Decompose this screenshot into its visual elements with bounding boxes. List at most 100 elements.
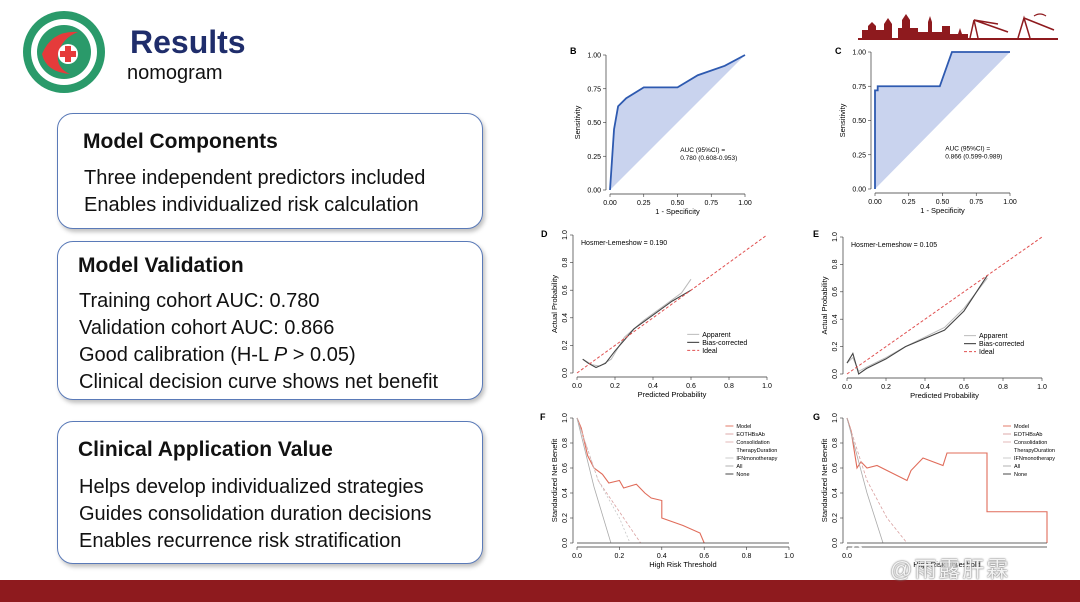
panel-letter: G bbox=[813, 412, 820, 422]
x-tick-label: 0.0 bbox=[572, 383, 582, 390]
y-tick-label: 0.4 bbox=[832, 488, 839, 498]
roc-chart-b: B 0.00 0.25 0.50 0.75 1.00 0.00 0.25 0.50 0.75 1.0… bbox=[540, 40, 780, 220]
calibration-chart-e-svg: E 0.0 0.2 0.4 0.6 0.8 1.0 0.0 0.2 0.4 0.6 0.8 1.0 Pre… bbox=[813, 229, 1047, 400]
x-axis-title: 1 - Specificity bbox=[920, 206, 965, 215]
roc-curve bbox=[609, 54, 746, 191]
calibration-series-bias-corrected bbox=[846, 275, 988, 375]
legend-label: Consolidation bbox=[1014, 440, 1047, 446]
panel-letter: F bbox=[540, 412, 546, 422]
x-tick-label: 0.0 bbox=[842, 384, 852, 391]
x-tick-label: 0.6 bbox=[686, 383, 696, 390]
x-axis-title: Predicted Probability bbox=[638, 390, 707, 399]
legend-label: Ideal bbox=[979, 349, 995, 356]
roc-shaded-area bbox=[610, 55, 745, 190]
y-tick-label: 0.25 bbox=[852, 152, 866, 159]
legend-label: Consolidation bbox=[736, 440, 769, 446]
dca-series-model bbox=[576, 417, 705, 544]
y-axis-title: Sensitivity bbox=[838, 103, 847, 137]
x-tick-label: 1.0 bbox=[784, 553, 794, 560]
y-tick-label: 0.0 bbox=[562, 368, 569, 378]
y-tick-label: 1.0 bbox=[832, 413, 839, 423]
x-tick-label: 0.6 bbox=[699, 553, 709, 560]
y-tick-label: 0.00 bbox=[852, 187, 866, 194]
legend-label: Bias-corrected bbox=[979, 341, 1024, 348]
y-tick-label: 0.4 bbox=[562, 488, 569, 498]
legend-label: TherapyDuration bbox=[736, 448, 777, 454]
card-line: Helps develop individualized strategies bbox=[79, 476, 424, 498]
card-line-text: > 0.05) bbox=[287, 344, 356, 366]
x-tick-label: 0.0 bbox=[572, 553, 582, 560]
y-axis-title: Sensitivity bbox=[573, 105, 582, 139]
y-tick-label: 0.50 bbox=[852, 118, 866, 125]
auc-annotation: AUC (95%CI) = bbox=[680, 147, 725, 154]
roc-curve bbox=[874, 51, 1010, 189]
watermark-text: @雨露肝霖 bbox=[890, 557, 1011, 582]
x-tick-label: 0.2 bbox=[610, 383, 620, 390]
calibration-series-ideal bbox=[576, 234, 768, 374]
decision-curve-f: F 0.0 0.2 0.4 0.6 0.8 1.0 0.0 0.2 0.4 0.6 0.8 1.0 Hig… bbox=[535, 408, 795, 580]
x-axis-title: 1 - Specificity bbox=[655, 207, 700, 216]
card-line: Validation cohort AUC: 0.866 bbox=[79, 317, 335, 339]
panel-letter: D bbox=[541, 229, 548, 239]
x-tick-label: 0.50 bbox=[936, 199, 950, 206]
y-axis-title: Actual Probability bbox=[550, 275, 559, 333]
card-line: Training cohort AUC: 0.780 bbox=[79, 290, 320, 312]
x-tick-label: 0.8 bbox=[742, 553, 752, 560]
p-value-symbol: P bbox=[273, 344, 288, 366]
x-axis-title: Predicted Probability bbox=[910, 391, 979, 400]
card-heading: Model Validation bbox=[78, 254, 244, 277]
y-tick-label: 1.0 bbox=[562, 230, 569, 240]
calibration-chart-d: D 0.0 0.2 0.4 0.6 0.8 1.0 0.0 0.2 0.4 0.6 0.8 1.0 Pre… bbox=[535, 225, 780, 410]
x-tick-label: 0.8 bbox=[998, 384, 1008, 391]
auc-annotation: 0.780 (0.608-0.953) bbox=[680, 155, 737, 162]
y-tick-label: 0.4 bbox=[562, 313, 569, 323]
legend-label: Ideal bbox=[702, 348, 718, 355]
x-tick-label: 1.00 bbox=[738, 200, 752, 207]
roc-chart-c: C 0.00 0.25 0.50 0.75 1.00 0.00 0.25 0.50 0.75 1.0… bbox=[805, 40, 1045, 220]
legend-label: EOTHBsAb bbox=[1014, 432, 1042, 438]
dca-series-eothbsab bbox=[576, 417, 641, 544]
y-tick-label: 0.75 bbox=[852, 84, 866, 91]
x-tick-label: 0.2 bbox=[881, 384, 891, 391]
calibration-series-bias-corrected bbox=[582, 289, 692, 369]
y-tick-label: 0.2 bbox=[562, 513, 569, 523]
x-tick-label: 0.4 bbox=[657, 553, 667, 560]
y-tick-label: 1.0 bbox=[562, 413, 569, 423]
hospital-logo bbox=[23, 11, 105, 93]
y-tick-label: 1.0 bbox=[832, 232, 839, 242]
x-tick-label: 0.00 bbox=[868, 199, 882, 206]
y-tick-label: 1.00 bbox=[587, 53, 601, 60]
y-tick-label: 0.6 bbox=[562, 463, 569, 473]
decision-curve-g: G 0.0 0.2 0.4 0.6 0.8 1.0 0.0 High Risk Threshol… bbox=[805, 408, 1055, 580]
legend-label: Bias-corrected bbox=[702, 340, 747, 347]
y-tick-label: 0.2 bbox=[832, 513, 839, 523]
y-tick-label: 0.6 bbox=[832, 287, 839, 297]
x-tick-label: 0.00 bbox=[603, 200, 617, 207]
legend-label: Model bbox=[1014, 424, 1029, 430]
y-tick-label: 0.75 bbox=[587, 86, 601, 93]
y-tick-label: 0.6 bbox=[832, 463, 839, 473]
card-line: Clinical decision curve shows net benefi… bbox=[79, 371, 439, 393]
y-tick-label: 0.8 bbox=[562, 438, 569, 448]
y-tick-label: 0.6 bbox=[562, 285, 569, 295]
x-tick-label: 1.0 bbox=[1037, 384, 1047, 391]
legend-label: All bbox=[736, 464, 742, 470]
hosmer-lemeshow-label: Hosmer-Lemeshow = 0.190 bbox=[581, 240, 667, 247]
x-tick-label: 1.00 bbox=[1003, 199, 1017, 206]
hosmer-lemeshow-label: Hosmer-Lemeshow = 0.105 bbox=[851, 242, 937, 249]
calibration-series-ideal bbox=[846, 236, 1043, 375]
y-tick-label: 1.00 bbox=[852, 50, 866, 57]
panel-letter: B bbox=[570, 46, 577, 56]
dca-series-all bbox=[846, 417, 884, 544]
y-tick-label: 0.25 bbox=[587, 154, 601, 161]
page-title: Results bbox=[130, 24, 246, 60]
card-line-text: Good calibration (H-L bbox=[79, 344, 274, 366]
y-axis-title: Standardized Net Benefit bbox=[550, 438, 559, 522]
decision-curve-f-svg: F 0.0 0.2 0.4 0.6 0.8 1.0 0.0 0.2 0.4 0.6 0.8 1.0 Hig… bbox=[540, 412, 794, 569]
dca-series-eothbsab bbox=[846, 417, 908, 544]
model-components-card: Model Components Three independent predi… bbox=[57, 113, 483, 229]
legend-label: None bbox=[1014, 472, 1027, 478]
x-tick-label: 0.8 bbox=[724, 383, 734, 390]
watermark-flower-icon bbox=[833, 543, 886, 580]
calibration-chart-d-svg: D 0.0 0.2 0.4 0.6 0.8 1.0 0.0 0.2 0.4 0.6 0.8 1.0 Pre… bbox=[541, 229, 772, 399]
